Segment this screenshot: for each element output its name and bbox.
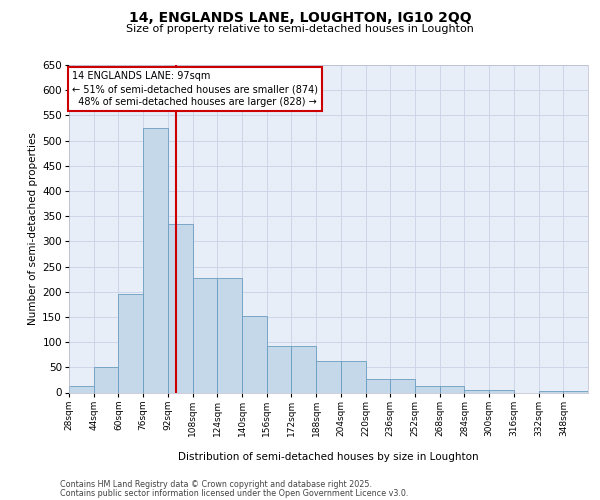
Bar [539,391,563,392]
Text: Contains public sector information licensed under the Open Government Licence v3: Contains public sector information licen… [60,489,409,498]
Bar [440,386,464,392]
Y-axis label: Number of semi-detached properties: Number of semi-detached properties [28,132,38,325]
Bar [193,278,217,392]
Bar [316,361,341,392]
Bar [217,278,242,392]
Bar [118,294,143,392]
Bar [94,368,118,392]
Bar [242,316,267,392]
Bar [464,390,489,392]
Bar [69,386,94,392]
Bar [563,391,588,392]
Bar [168,224,193,392]
Bar [365,379,390,392]
Bar [143,128,168,392]
Bar [292,346,316,393]
Text: Contains HM Land Registry data © Crown copyright and database right 2025.: Contains HM Land Registry data © Crown c… [60,480,372,489]
Text: Size of property relative to semi-detached houses in Loughton: Size of property relative to semi-detach… [126,24,474,34]
Text: Distribution of semi-detached houses by size in Loughton: Distribution of semi-detached houses by … [178,452,479,462]
Bar [489,390,514,392]
Bar [267,346,292,393]
Bar [341,361,365,392]
Bar [390,379,415,392]
Text: 14 ENGLANDS LANE: 97sqm
← 51% of semi-detached houses are smaller (874)
  48% of: 14 ENGLANDS LANE: 97sqm ← 51% of semi-de… [72,71,318,108]
Bar [415,386,440,392]
Text: 14, ENGLANDS LANE, LOUGHTON, IG10 2QQ: 14, ENGLANDS LANE, LOUGHTON, IG10 2QQ [128,11,472,25]
